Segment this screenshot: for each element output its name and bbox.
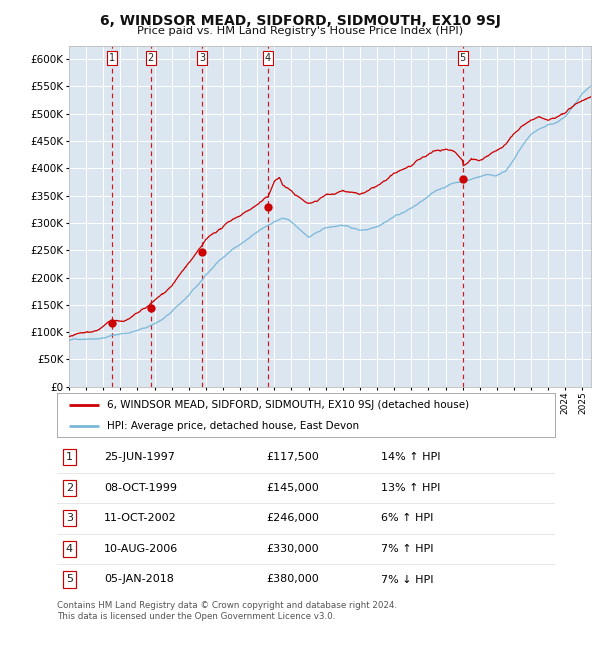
Text: 3: 3 [199, 53, 205, 63]
Text: HPI: Average price, detached house, East Devon: HPI: Average price, detached house, East… [107, 421, 359, 431]
Text: 14% ↑ HPI: 14% ↑ HPI [381, 452, 440, 462]
Text: 6, WINDSOR MEAD, SIDFORD, SIDMOUTH, EX10 9SJ: 6, WINDSOR MEAD, SIDFORD, SIDMOUTH, EX10… [100, 14, 500, 29]
Text: 13% ↑ HPI: 13% ↑ HPI [381, 483, 440, 493]
Text: 2: 2 [66, 483, 73, 493]
Text: 1: 1 [109, 53, 115, 63]
Text: 2: 2 [148, 53, 154, 63]
Text: Price paid vs. HM Land Registry's House Price Index (HPI): Price paid vs. HM Land Registry's House … [137, 26, 463, 36]
Text: £330,000: £330,000 [266, 544, 319, 554]
Text: 25-JUN-1997: 25-JUN-1997 [104, 452, 175, 462]
Text: 1: 1 [66, 452, 73, 462]
Text: £145,000: £145,000 [266, 483, 319, 493]
Text: £380,000: £380,000 [266, 575, 319, 584]
Text: 5: 5 [460, 53, 466, 63]
Text: 6, WINDSOR MEAD, SIDFORD, SIDMOUTH, EX10 9SJ (detached house): 6, WINDSOR MEAD, SIDFORD, SIDMOUTH, EX10… [107, 400, 469, 410]
Text: 7% ↑ HPI: 7% ↑ HPI [381, 544, 433, 554]
Text: 4: 4 [265, 53, 271, 63]
Text: 6% ↑ HPI: 6% ↑ HPI [381, 514, 433, 523]
Text: £117,500: £117,500 [266, 452, 319, 462]
Text: 11-OCT-2002: 11-OCT-2002 [104, 514, 177, 523]
Text: 05-JAN-2018: 05-JAN-2018 [104, 575, 174, 584]
Text: 5: 5 [66, 575, 73, 584]
Text: 08-OCT-1999: 08-OCT-1999 [104, 483, 178, 493]
Text: Contains HM Land Registry data © Crown copyright and database right 2024.
This d: Contains HM Land Registry data © Crown c… [57, 601, 397, 621]
Text: 7% ↓ HPI: 7% ↓ HPI [381, 575, 433, 584]
Text: £246,000: £246,000 [266, 514, 319, 523]
Text: 10-AUG-2006: 10-AUG-2006 [104, 544, 179, 554]
Text: 4: 4 [66, 544, 73, 554]
Text: 3: 3 [66, 514, 73, 523]
